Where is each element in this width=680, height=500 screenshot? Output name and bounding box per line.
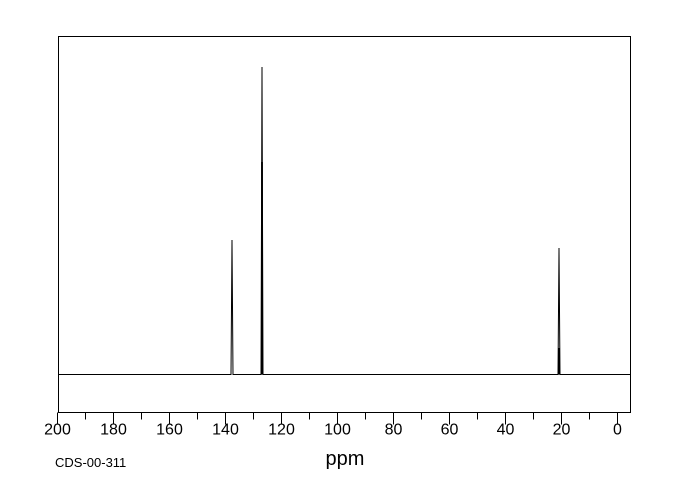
svg-text:20: 20 <box>553 422 571 439</box>
svg-text:160: 160 <box>156 422 183 439</box>
svg-text:40: 40 <box>497 422 515 439</box>
svg-text:ppm: ppm <box>326 448 365 470</box>
svg-text:180: 180 <box>100 422 127 439</box>
svg-text:200: 200 <box>44 422 71 439</box>
svg-text:CDS-00-311: CDS-00-311 <box>55 455 126 470</box>
svg-text:140: 140 <box>212 422 239 439</box>
svg-text:120: 120 <box>268 422 295 439</box>
svg-text:100: 100 <box>324 422 351 439</box>
svg-text:80: 80 <box>385 422 403 439</box>
svg-text:60: 60 <box>441 422 459 439</box>
svg-text:0: 0 <box>613 422 622 439</box>
